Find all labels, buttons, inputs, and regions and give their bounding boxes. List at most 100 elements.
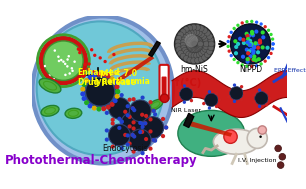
Circle shape: [230, 31, 233, 34]
Circle shape: [88, 75, 92, 80]
Circle shape: [193, 35, 199, 41]
Circle shape: [128, 98, 132, 102]
Circle shape: [180, 53, 186, 59]
Circle shape: [248, 41, 252, 45]
Circle shape: [246, 57, 251, 61]
Circle shape: [176, 47, 182, 53]
Circle shape: [203, 44, 209, 50]
Circle shape: [256, 50, 260, 54]
Circle shape: [132, 134, 136, 139]
Circle shape: [101, 106, 106, 111]
Circle shape: [132, 108, 136, 112]
Circle shape: [233, 83, 236, 87]
Circle shape: [88, 103, 92, 108]
Polygon shape: [149, 41, 160, 57]
Circle shape: [115, 89, 120, 94]
Polygon shape: [184, 113, 194, 128]
Circle shape: [271, 42, 275, 46]
Circle shape: [151, 109, 156, 113]
Circle shape: [129, 100, 151, 122]
Text: EPR Effect: EPR Effect: [274, 68, 306, 73]
Circle shape: [197, 44, 203, 50]
Circle shape: [126, 143, 130, 147]
Circle shape: [175, 39, 181, 45]
Circle shape: [128, 115, 132, 119]
Circle shape: [203, 38, 209, 44]
Circle shape: [249, 48, 253, 52]
Circle shape: [250, 20, 253, 23]
Circle shape: [207, 49, 212, 54]
Circle shape: [244, 32, 249, 36]
Polygon shape: [185, 120, 232, 137]
Circle shape: [144, 137, 148, 141]
Circle shape: [92, 73, 97, 77]
Circle shape: [254, 29, 259, 34]
Circle shape: [191, 35, 197, 41]
Circle shape: [110, 145, 115, 149]
Circle shape: [246, 37, 250, 41]
Circle shape: [258, 126, 267, 134]
Circle shape: [253, 41, 258, 45]
Circle shape: [178, 32, 184, 38]
Circle shape: [240, 98, 243, 101]
Circle shape: [194, 29, 200, 35]
Circle shape: [185, 34, 198, 47]
Circle shape: [191, 29, 197, 35]
Circle shape: [227, 95, 230, 98]
Circle shape: [259, 136, 262, 138]
Circle shape: [180, 42, 186, 48]
Ellipse shape: [213, 129, 259, 154]
Circle shape: [187, 25, 193, 31]
Circle shape: [186, 31, 192, 37]
Circle shape: [126, 133, 130, 138]
Ellipse shape: [32, 16, 173, 163]
Circle shape: [198, 26, 204, 32]
Circle shape: [246, 40, 250, 44]
Circle shape: [184, 33, 189, 38]
Circle shape: [204, 30, 210, 36]
Circle shape: [184, 50, 189, 55]
Circle shape: [202, 46, 208, 52]
Circle shape: [53, 78, 55, 80]
Circle shape: [188, 45, 193, 51]
Circle shape: [215, 92, 218, 95]
Circle shape: [197, 40, 203, 46]
Circle shape: [98, 78, 102, 82]
Circle shape: [186, 51, 192, 57]
Circle shape: [197, 41, 203, 47]
Circle shape: [144, 114, 148, 118]
Circle shape: [110, 118, 115, 122]
Circle shape: [268, 97, 271, 100]
Circle shape: [175, 43, 181, 49]
Ellipse shape: [37, 21, 164, 155]
Circle shape: [77, 47, 80, 51]
Circle shape: [194, 36, 200, 42]
Circle shape: [228, 35, 231, 38]
Circle shape: [252, 100, 256, 104]
Circle shape: [233, 58, 236, 61]
Circle shape: [236, 42, 240, 46]
Circle shape: [251, 43, 255, 47]
Circle shape: [114, 94, 120, 99]
Circle shape: [202, 102, 205, 105]
Circle shape: [151, 138, 156, 142]
Circle shape: [191, 53, 197, 59]
Circle shape: [92, 70, 95, 74]
Circle shape: [230, 24, 271, 64]
Circle shape: [196, 52, 202, 58]
Circle shape: [88, 62, 91, 66]
Circle shape: [197, 41, 203, 47]
Circle shape: [123, 110, 127, 114]
Text: pH < 7.0: pH < 7.0: [100, 69, 137, 78]
Circle shape: [181, 45, 187, 51]
Circle shape: [233, 27, 236, 30]
Circle shape: [177, 89, 180, 92]
Circle shape: [140, 95, 145, 100]
Circle shape: [203, 41, 209, 47]
Circle shape: [106, 74, 111, 78]
Circle shape: [105, 111, 109, 115]
Circle shape: [258, 88, 261, 92]
Circle shape: [204, 52, 210, 58]
Circle shape: [205, 93, 218, 107]
Circle shape: [55, 35, 58, 38]
